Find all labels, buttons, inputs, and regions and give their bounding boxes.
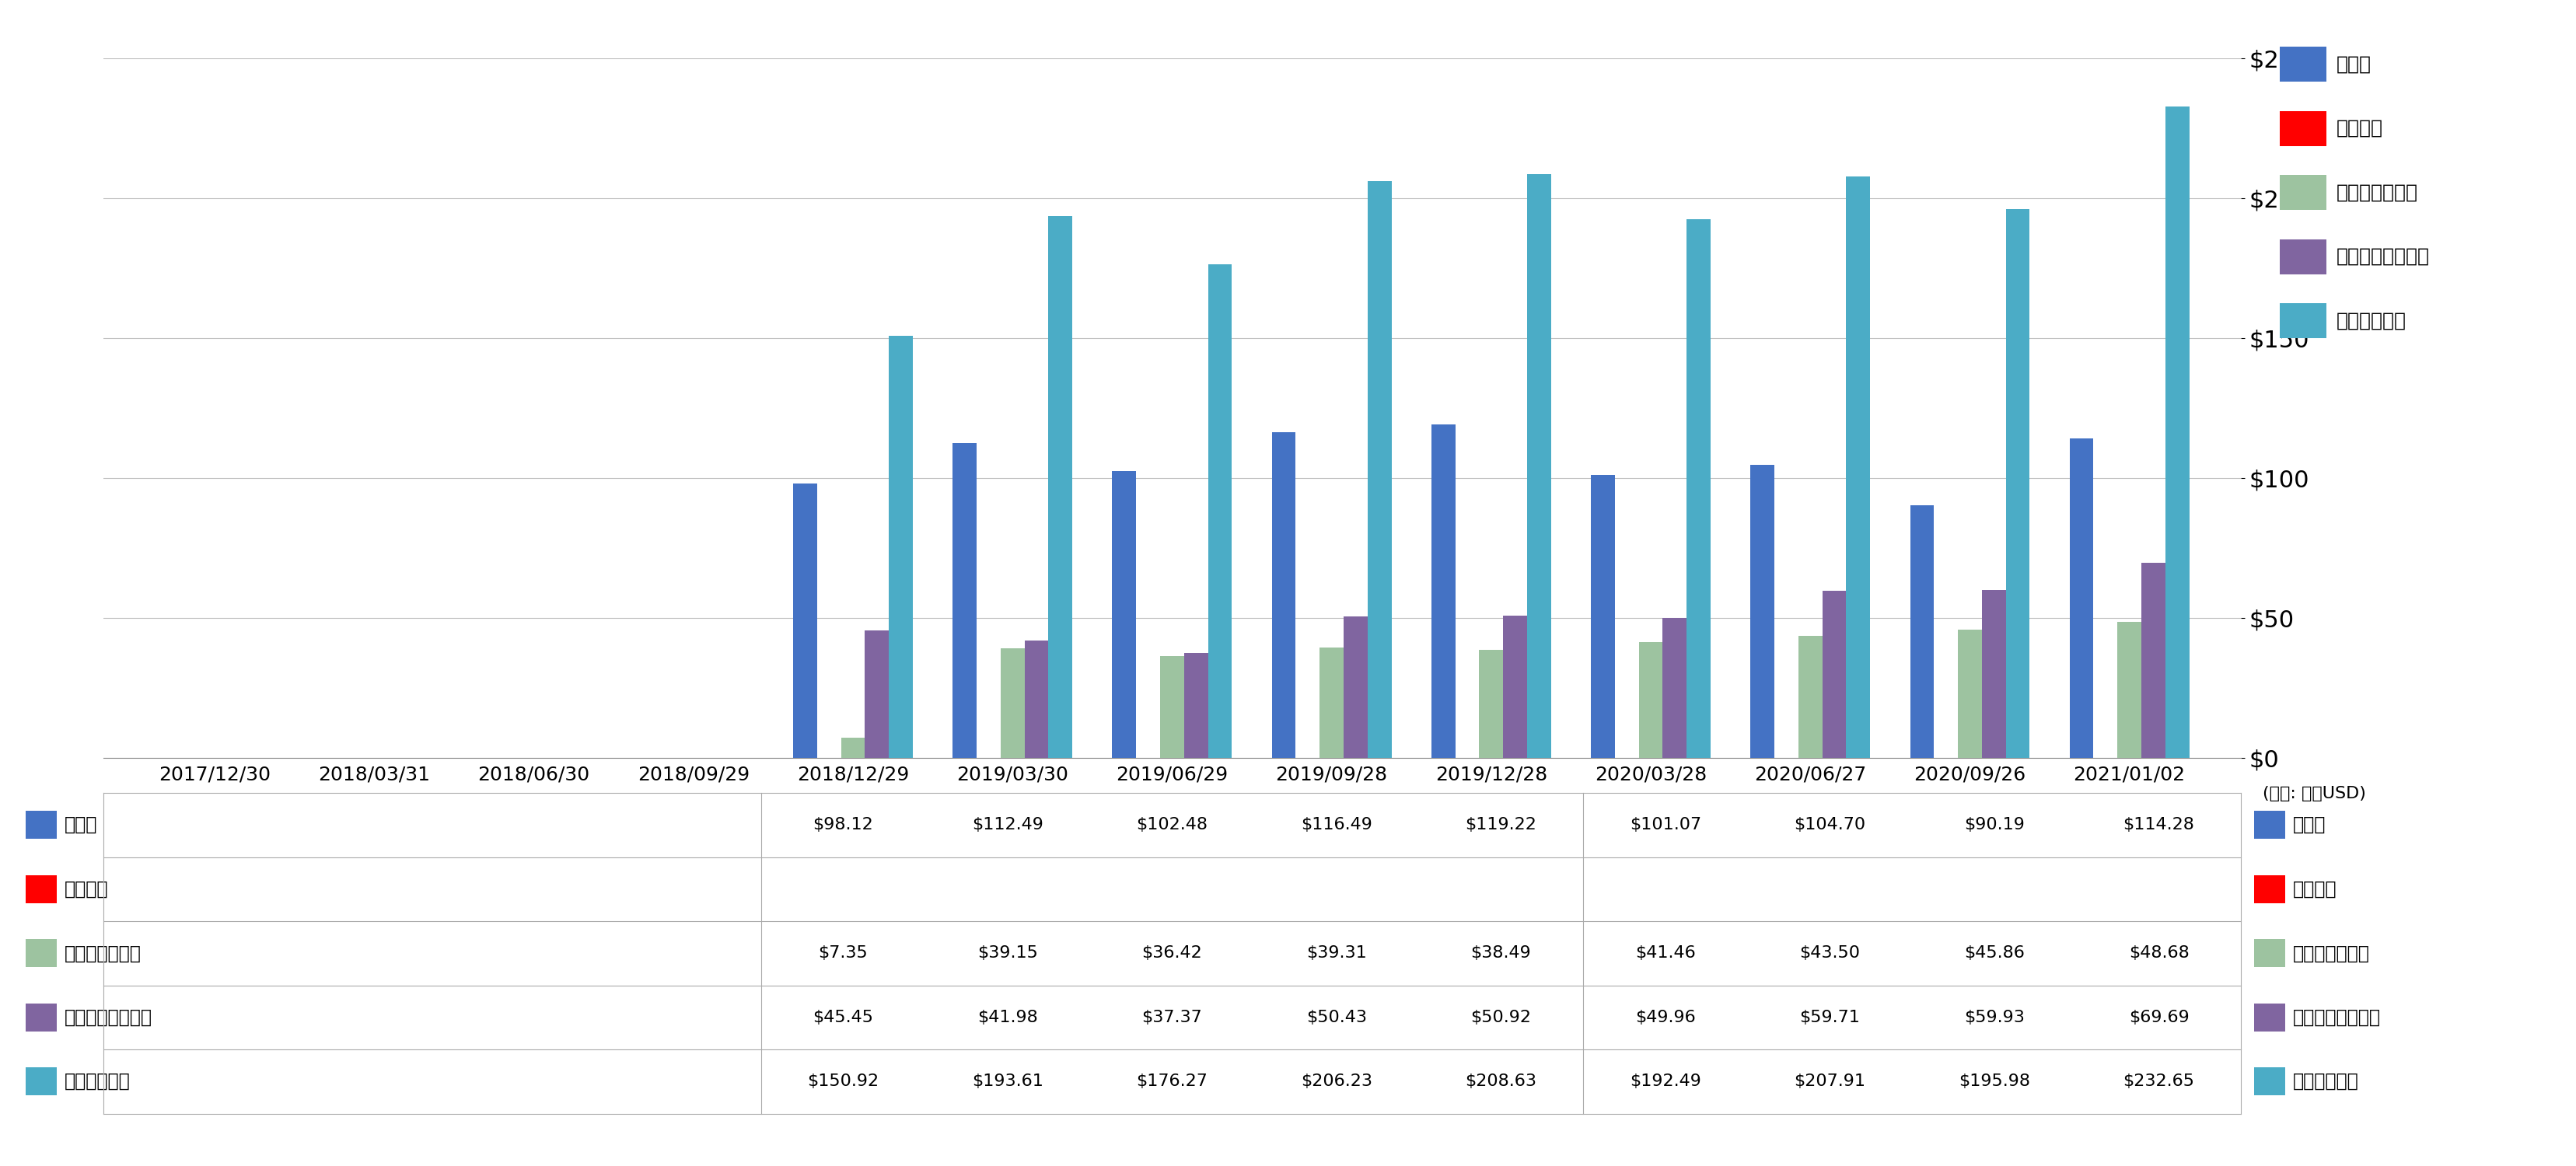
Bar	[1479, 651, 1504, 758]
Bar	[1752, 465, 1775, 758]
Bar	[1368, 181, 1391, 758]
Text: $193.61: $193.61	[971, 1074, 1043, 1089]
Bar	[1345, 617, 1368, 758]
Text: $150.92: $150.92	[806, 1074, 878, 1089]
Bar	[1432, 424, 1455, 758]
Text: $39.31: $39.31	[1306, 946, 1368, 961]
Text: $45.45: $45.45	[814, 1010, 873, 1025]
Text: $38.49: $38.49	[1471, 946, 1530, 961]
Text: $45.86: $45.86	[1963, 946, 2025, 961]
Text: $48.68: $48.68	[2128, 946, 2190, 961]
Bar	[1025, 640, 1048, 758]
Text: $119.22: $119.22	[1466, 817, 1538, 833]
Bar	[1113, 471, 1136, 758]
Text: $114.28: $114.28	[2123, 817, 2195, 833]
Text: $176.27: $176.27	[1136, 1074, 1208, 1089]
Text: $206.23: $206.23	[1301, 1074, 1373, 1089]
Bar	[889, 336, 912, 758]
Text: 買掛金: 買掛金	[2293, 816, 2326, 835]
Text: 繰延収益: 繰延収益	[64, 879, 108, 898]
Bar	[1847, 176, 1870, 758]
Bar	[1909, 506, 1935, 758]
Bar	[1504, 616, 1528, 758]
Text: (単位: 百万USD): (単位: 百万USD)	[2262, 786, 2365, 801]
Text: $49.96: $49.96	[1636, 1010, 1695, 1025]
Text: $98.12: $98.12	[814, 817, 873, 833]
Text: 流動負債合計: 流動負債合計	[2293, 1073, 2360, 1091]
Bar	[1821, 591, 1847, 758]
Text: $37.37: $37.37	[1141, 1010, 1203, 1025]
Text: 繰延収益: 繰延収益	[2336, 119, 2383, 138]
Text: $101.07: $101.07	[1631, 817, 1700, 833]
Bar	[1159, 656, 1185, 758]
Bar	[2166, 107, 2190, 758]
Text: 短期有利子負債: 短期有利子負債	[2336, 183, 2419, 202]
Bar	[1528, 174, 1551, 758]
Text: $39.15: $39.15	[976, 946, 1038, 961]
Bar	[1662, 618, 1687, 758]
Bar	[2007, 210, 2030, 758]
Bar	[999, 648, 1025, 758]
Text: $195.98: $195.98	[1958, 1074, 2030, 1089]
Text: $59.93: $59.93	[1963, 1010, 2025, 1025]
Bar	[840, 737, 866, 758]
Text: $208.63: $208.63	[1466, 1074, 1538, 1089]
Bar	[1319, 648, 1345, 758]
Bar	[1687, 219, 1710, 758]
Text: $7.35: $7.35	[819, 946, 868, 961]
Text: $192.49: $192.49	[1631, 1074, 1700, 1089]
Bar	[793, 484, 817, 758]
Bar	[2069, 438, 2094, 758]
Bar	[1958, 630, 1981, 758]
Bar	[2141, 563, 2166, 758]
Text: 短期有利子負債: 短期有利子負債	[64, 944, 142, 962]
Text: $232.65: $232.65	[2123, 1074, 2195, 1089]
Text: $41.46: $41.46	[1636, 946, 1695, 961]
Bar	[953, 443, 976, 758]
Text: $112.49: $112.49	[971, 817, 1043, 833]
Bar	[1273, 431, 1296, 758]
Text: 買掛金: 買掛金	[64, 816, 98, 835]
Text: その他の流動負債: その他の流動負債	[2293, 1007, 2380, 1027]
Bar	[1638, 641, 1662, 758]
Text: その他の流動負債: その他の流動負債	[2336, 247, 2429, 266]
Text: $69.69: $69.69	[2128, 1010, 2190, 1025]
Text: 流動負債合計: 流動負債合計	[64, 1073, 131, 1091]
Bar	[1185, 653, 1208, 758]
Text: $104.70: $104.70	[1793, 817, 1865, 833]
Text: $43.50: $43.50	[1801, 946, 1860, 961]
Text: $102.48: $102.48	[1136, 817, 1208, 833]
Text: $207.91: $207.91	[1793, 1074, 1865, 1089]
Text: その他の流動負債: その他の流動負債	[64, 1007, 152, 1027]
Bar	[866, 631, 889, 758]
Text: $50.92: $50.92	[1471, 1010, 1530, 1025]
Text: 短期有利子負債: 短期有利子負債	[2293, 944, 2370, 962]
Bar	[1981, 590, 2007, 758]
Bar	[1798, 637, 1821, 758]
Text: $90.19: $90.19	[1963, 817, 2025, 833]
Bar	[2117, 621, 2141, 758]
Text: $59.71: $59.71	[1801, 1010, 1860, 1025]
Text: $41.98: $41.98	[976, 1010, 1038, 1025]
Text: $36.42: $36.42	[1141, 946, 1203, 961]
Text: $50.43: $50.43	[1306, 1010, 1368, 1025]
Text: $116.49: $116.49	[1301, 817, 1373, 833]
Text: 流動負債合計: 流動負債合計	[2336, 311, 2406, 330]
Text: 買掛金: 買掛金	[2336, 55, 2372, 73]
Bar	[1592, 475, 1615, 758]
Text: 繰延収益: 繰延収益	[2293, 879, 2336, 898]
Bar	[1048, 216, 1072, 758]
Bar	[1208, 265, 1231, 758]
